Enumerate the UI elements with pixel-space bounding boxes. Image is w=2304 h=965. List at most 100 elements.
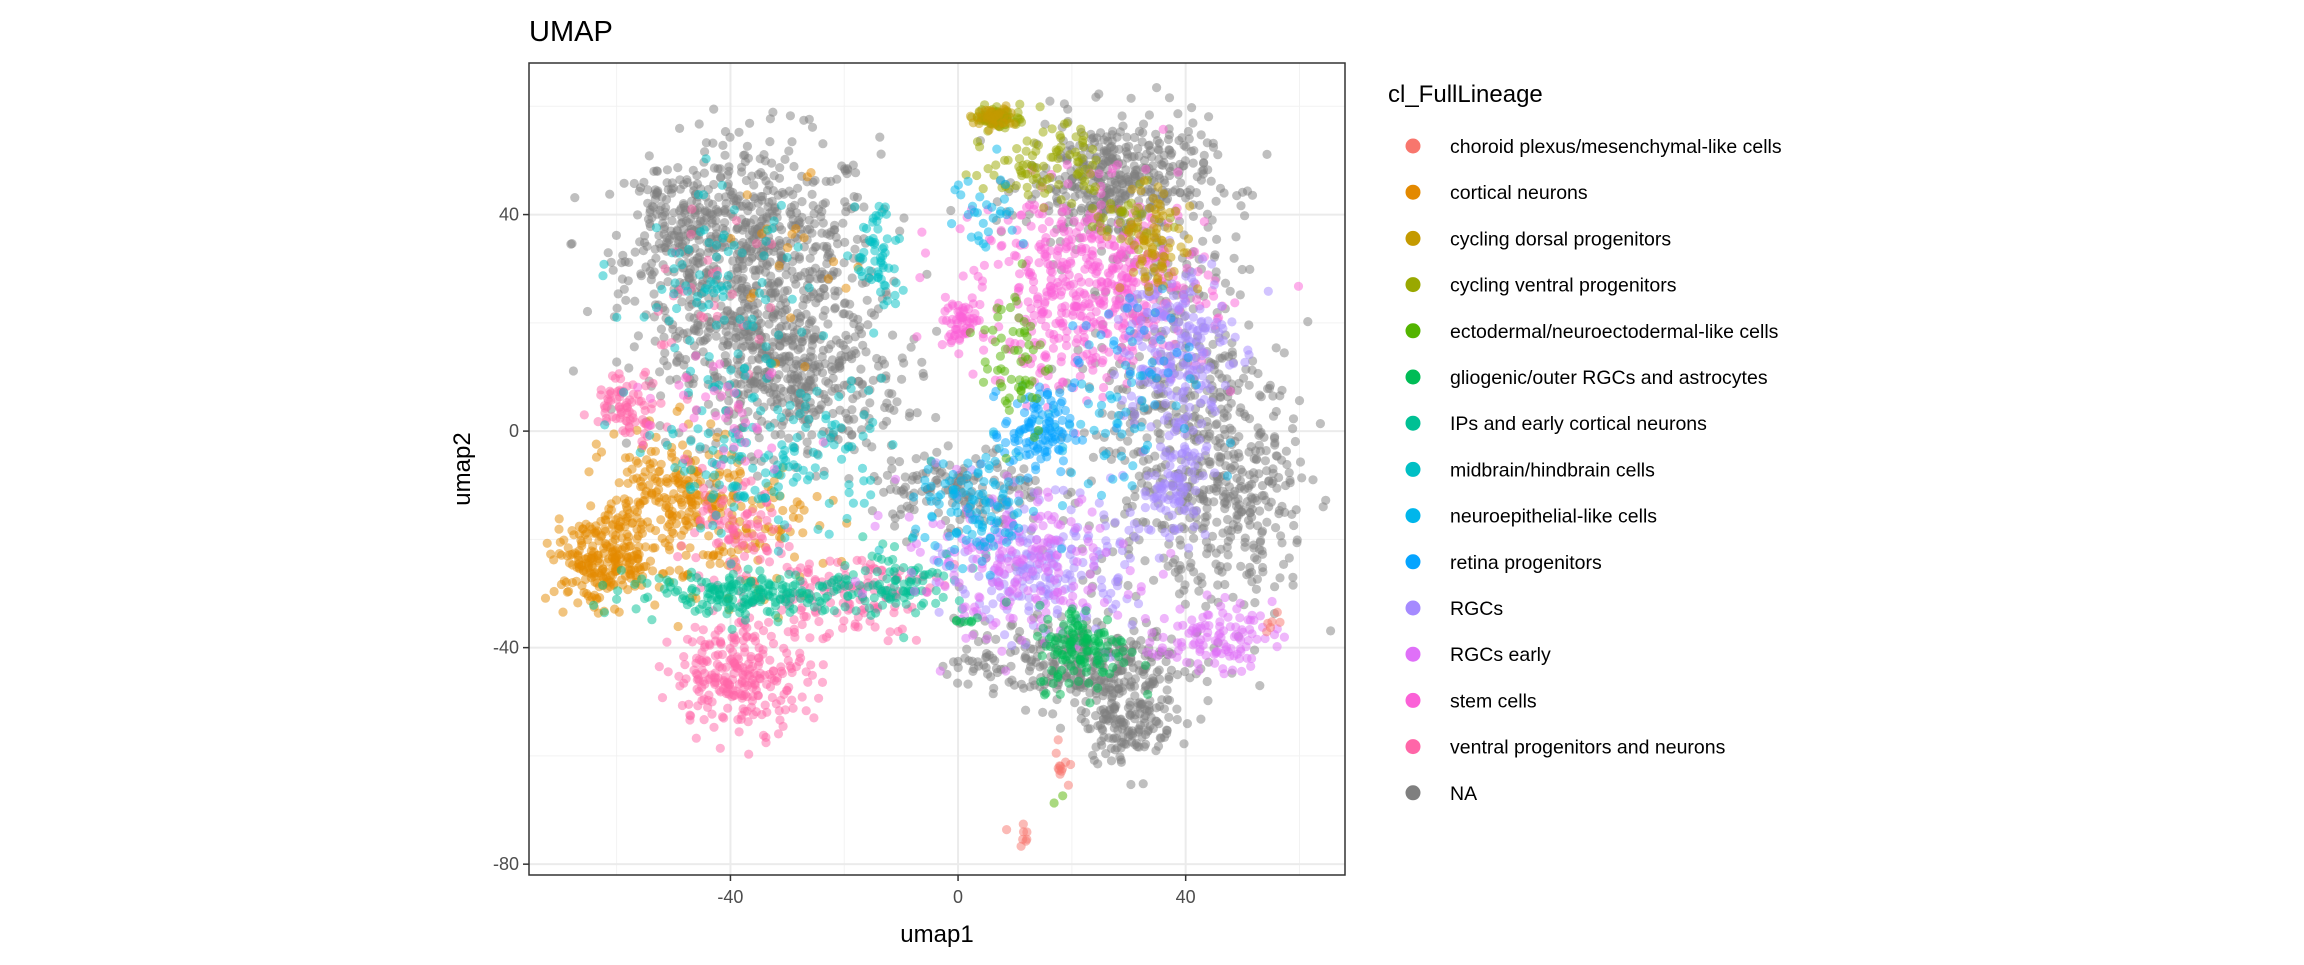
data-point (672, 304, 681, 313)
data-point (611, 515, 620, 524)
data-point (697, 215, 706, 224)
data-point (652, 223, 661, 232)
data-point (697, 683, 706, 692)
data-point (1196, 715, 1205, 724)
data-point (582, 589, 591, 598)
data-point (645, 431, 654, 440)
data-point (806, 660, 815, 669)
data-point (697, 577, 706, 586)
data-point (642, 455, 651, 464)
data-point (863, 320, 872, 329)
data-point (912, 636, 921, 645)
data-point (798, 337, 807, 346)
data-point (1296, 457, 1305, 466)
data-point (589, 529, 598, 538)
data-point (741, 220, 750, 229)
data-point (739, 627, 748, 636)
data-point (769, 281, 778, 290)
data-point (719, 496, 728, 505)
data-point (865, 266, 874, 275)
data-point (771, 430, 780, 439)
data-point (1110, 723, 1119, 732)
data-point (890, 542, 899, 551)
data-point (700, 169, 709, 178)
data-point (876, 258, 885, 267)
data-point (584, 467, 593, 476)
data-point (702, 609, 711, 618)
data-point (716, 744, 725, 753)
data-point (564, 543, 573, 552)
data-point (1223, 515, 1232, 524)
data-point (695, 259, 704, 268)
data-point (646, 523, 655, 532)
data-point (708, 446, 717, 455)
data-point (748, 464, 757, 473)
data-point (1115, 752, 1124, 761)
data-point (1091, 711, 1100, 720)
data-point (600, 420, 609, 429)
data-point (1163, 685, 1172, 694)
data-point (711, 668, 720, 677)
data-point (708, 139, 717, 148)
data-point (698, 303, 707, 312)
data-point (550, 587, 559, 596)
data-point (790, 625, 799, 634)
data-point (589, 601, 598, 610)
data-point (1110, 704, 1119, 713)
data-point (1289, 521, 1298, 530)
data-point (716, 164, 725, 173)
data-point (802, 706, 811, 715)
data-point (1261, 456, 1270, 465)
data-point (801, 423, 810, 432)
data-point (1273, 452, 1282, 461)
data-point (761, 468, 770, 477)
data-point (886, 485, 895, 494)
data-point (755, 288, 764, 297)
data-point (667, 425, 676, 434)
data-point (669, 184, 678, 193)
data-point (805, 225, 814, 234)
data-point (762, 259, 771, 268)
data-point (834, 392, 843, 401)
data-point (612, 414, 621, 423)
data-point (755, 433, 764, 442)
data-point (858, 464, 867, 473)
data-point (677, 541, 686, 550)
data-point (853, 235, 862, 244)
data-point (898, 625, 907, 634)
data-point (1228, 593, 1237, 602)
data-point (1119, 721, 1128, 730)
data-point (718, 650, 727, 659)
data-point (554, 525, 563, 534)
data-point (596, 390, 605, 399)
data-point (1021, 706, 1030, 715)
data-point (877, 150, 886, 159)
data-point (839, 616, 848, 625)
data-point (905, 412, 914, 421)
data-point (871, 622, 880, 631)
data-point (1234, 432, 1243, 441)
data-point (851, 332, 860, 341)
data-point (709, 723, 718, 732)
data-point (856, 267, 865, 276)
data-point (1139, 456, 1148, 465)
data-point (708, 552, 717, 561)
data-point (599, 260, 608, 269)
data-point (878, 244, 887, 253)
data-point (837, 455, 846, 464)
data-point (605, 190, 614, 199)
data-point (774, 482, 783, 491)
data-point (1285, 476, 1294, 485)
data-point (769, 186, 778, 195)
data-point (1200, 217, 1209, 226)
data-point (674, 622, 683, 631)
data-point (772, 699, 781, 708)
data-point (891, 278, 900, 287)
data-point (823, 592, 832, 601)
data-point (802, 612, 811, 621)
data-point (800, 506, 809, 515)
data-point (687, 503, 696, 512)
data-point (899, 633, 908, 642)
data-point (1255, 391, 1264, 400)
data-point (743, 520, 752, 529)
